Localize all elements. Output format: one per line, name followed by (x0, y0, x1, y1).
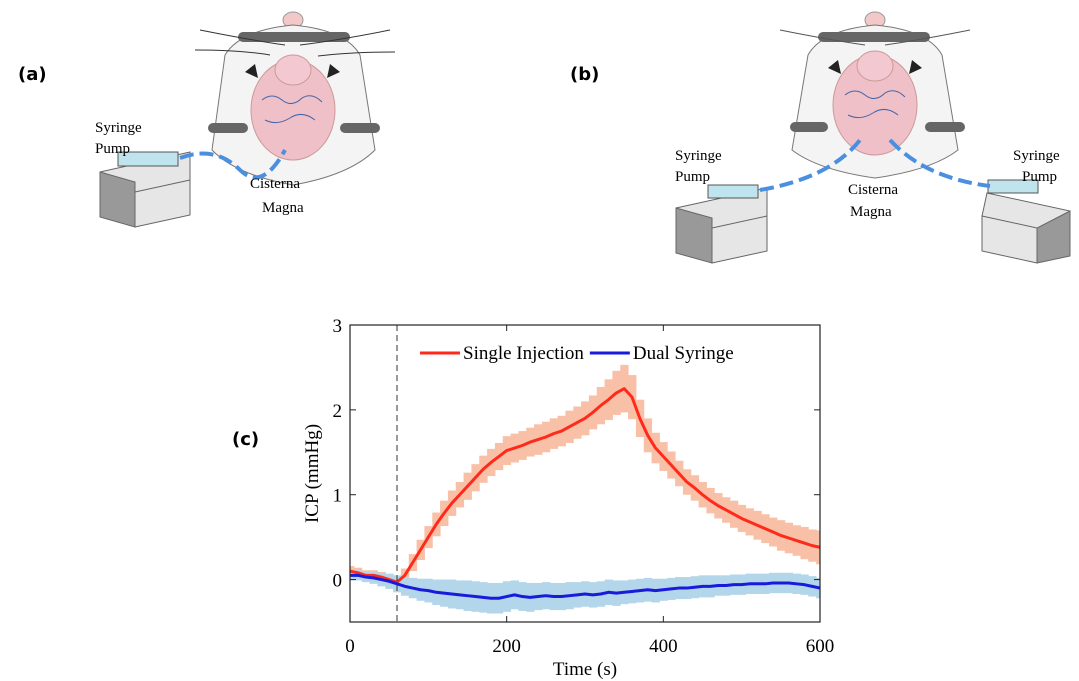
plot-area (350, 364, 820, 614)
x-axis-label: Time (s) (553, 659, 617, 680)
x-tick-label: 200 (492, 636, 521, 657)
legend-label: Single Injection (463, 343, 584, 364)
y-tick-label: 3 (333, 316, 343, 337)
target-label: Magna (850, 204, 892, 220)
chart: 0 200 400 600 0 1 2 3 Time (s) ICP (mmHg) Single I… (302, 316, 834, 680)
x-tick-label: 0 (345, 636, 355, 657)
legend-label: Dual Syringe (633, 343, 734, 364)
y-tick-label: 1 (333, 486, 343, 507)
y-tick-label: 2 (333, 401, 343, 422)
y-tick-label: 0 (333, 571, 343, 592)
target-label: Cisterna (848, 182, 898, 198)
syringe-label: Pump (95, 141, 130, 157)
target-label: Cisterna (250, 176, 300, 192)
syringe-label: Syringe (1013, 148, 1060, 164)
x-tick-label: 600 (806, 636, 835, 657)
y-axis-label: ICP (mmHg) (302, 424, 323, 523)
syringe-label: Pump (675, 169, 710, 185)
panel-label: (a) (18, 64, 47, 85)
target-label: Magna (262, 200, 304, 216)
axes-frame (349, 324, 821, 623)
illustration-a (99, 11, 396, 228)
syringe-label: Pump (1022, 169, 1057, 185)
panel-label: (b) (570, 64, 599, 85)
panel-label: (c) (232, 429, 259, 450)
series-line (350, 387, 820, 584)
x-tick-label: 400 (649, 636, 678, 657)
syringe-label: Syringe (675, 148, 722, 164)
syringe-label: Syringe (95, 120, 142, 136)
series-line (350, 573, 820, 600)
illustration-b (675, 11, 1071, 264)
